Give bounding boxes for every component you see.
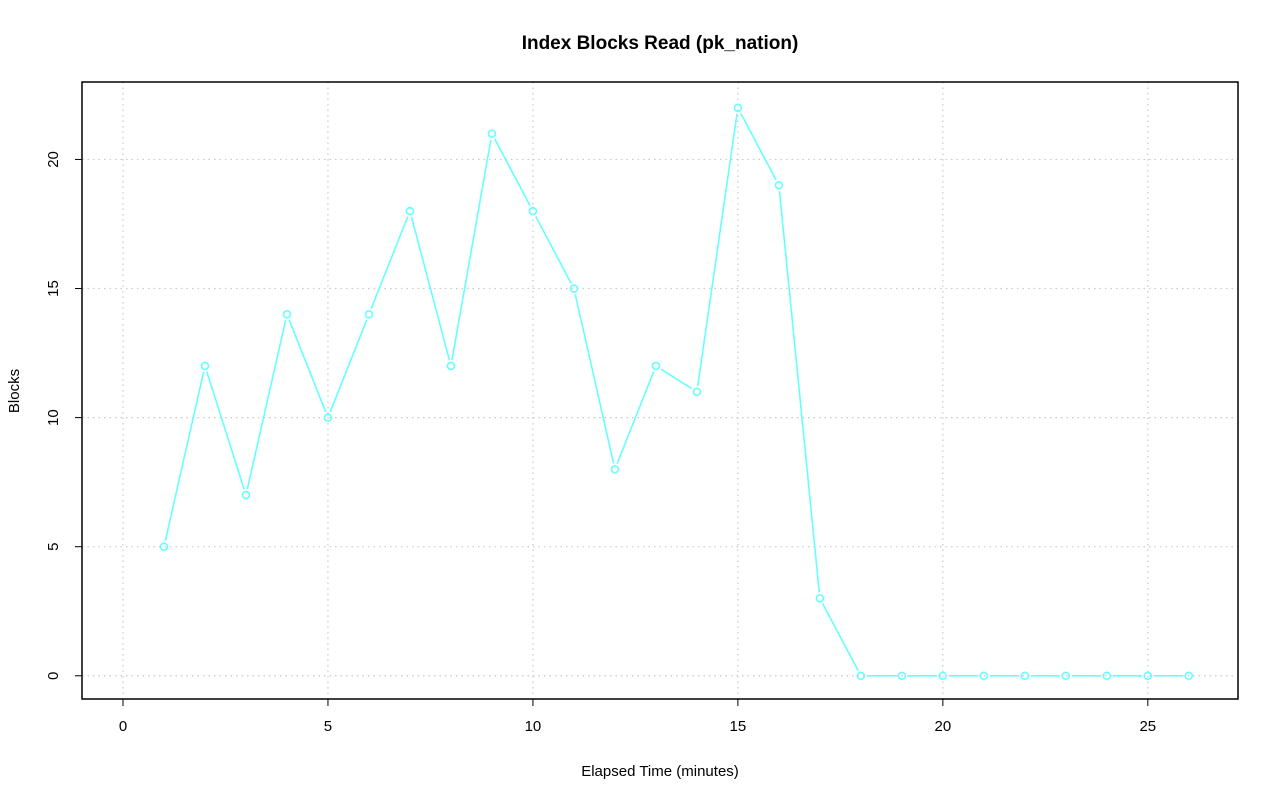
data-point <box>446 361 456 371</box>
x-axis: 0 5 10 15 20 25 <box>119 698 1156 735</box>
y-axis: 0 5 10 15 20 <box>45 151 83 680</box>
series-line-segment <box>778 191 821 593</box>
data-point <box>241 490 251 500</box>
y-tick-label: 15 <box>45 280 62 297</box>
series-line-segment <box>288 319 327 413</box>
data-point <box>897 671 907 681</box>
series-line-segment <box>660 368 693 390</box>
data-point <box>815 594 825 603</box>
series-line-segment <box>574 294 615 464</box>
y-tick-label: 10 <box>45 409 62 426</box>
data-point <box>159 542 169 551</box>
series-line-segment <box>370 216 409 310</box>
series-line-segment <box>616 371 655 464</box>
data-point <box>1020 671 1030 681</box>
x-tick-label: 25 <box>1139 718 1156 735</box>
grid <box>82 82 1238 699</box>
data-point <box>979 671 989 681</box>
y-axis-label: Blocks <box>6 369 23 413</box>
x-tick-label: 5 <box>324 718 332 735</box>
data-point <box>1143 671 1153 681</box>
series-line-segment <box>246 320 287 490</box>
series-line-segment <box>696 113 738 386</box>
data-point <box>569 284 579 293</box>
data-point <box>405 206 415 216</box>
data-point <box>200 361 210 371</box>
x-tick-label: 10 <box>525 718 542 735</box>
data-point <box>364 310 374 319</box>
x-tick-label: 0 <box>119 718 127 735</box>
data-point <box>938 671 948 681</box>
data-point <box>610 464 620 474</box>
y-tick-label: 5 <box>45 543 62 551</box>
data-point <box>733 103 743 113</box>
data-point <box>528 206 538 216</box>
series-layer <box>159 103 1194 681</box>
series-line-segment <box>206 371 245 490</box>
data-point <box>1061 671 1071 681</box>
x-tick-label: 20 <box>935 718 952 735</box>
data-point <box>692 387 702 397</box>
series-line-segment <box>739 112 777 181</box>
series-line-segment <box>451 139 492 361</box>
series-line-segment <box>535 216 572 284</box>
data-point <box>282 310 292 319</box>
data-point <box>487 129 497 138</box>
series-line-segment <box>164 371 205 542</box>
x-tick-label: 15 <box>730 718 747 735</box>
data-point <box>774 180 784 190</box>
data-point <box>1102 671 1112 681</box>
data-point <box>651 361 661 371</box>
chart-title: Index Blocks Read (pk_nation) <box>522 33 799 54</box>
y-tick-label: 0 <box>45 672 62 680</box>
plot-frame <box>81 81 1239 700</box>
series-line-segment <box>410 216 451 361</box>
series-line-segment <box>494 138 531 207</box>
data-point <box>856 671 866 681</box>
data-point <box>323 413 333 422</box>
y-tick-label: 20 <box>45 151 62 168</box>
data-point <box>1184 671 1194 681</box>
series-line-segment <box>329 319 368 413</box>
series-line-segment <box>821 603 859 671</box>
x-axis-label: Elapsed Time (minutes) <box>581 763 739 780</box>
